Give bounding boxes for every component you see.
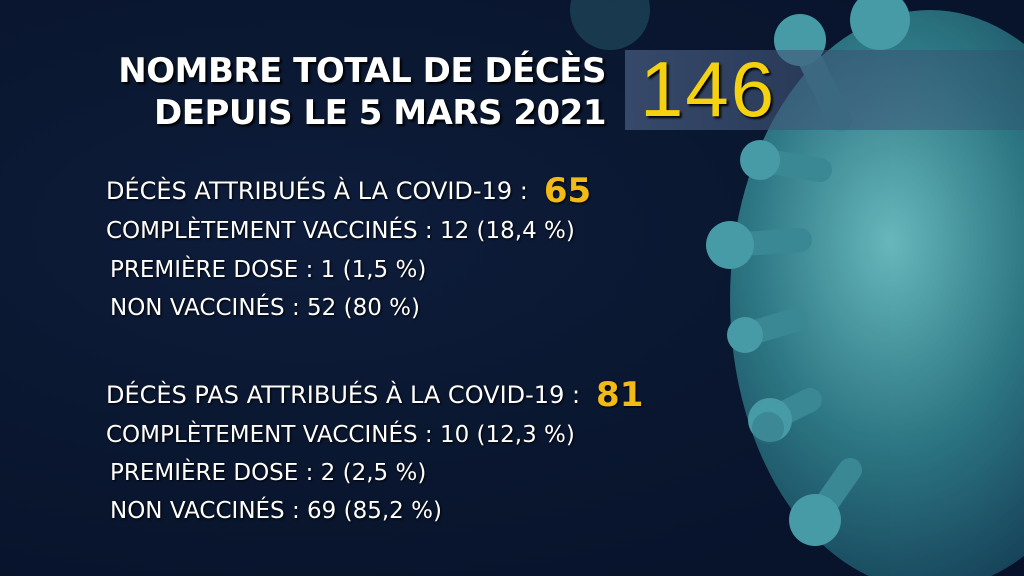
non-covid-first-dose: PREMIÈRE DOSE : 2 (2,5 %)	[110, 460, 427, 486]
non-covid-deaths-heading: DÉCÈS PAS ATTRIBUÉS À LA COVID-19 : 81	[106, 378, 643, 412]
non-covid-deaths-label: DÉCÈS PAS ATTRIBUÉS À LA COVID-19 :	[106, 381, 581, 409]
non-covid-fully-vaccinated: COMPLÈTEMENT VACCINÉS : 10 (12,3 %)	[106, 422, 575, 448]
total-deaths-value: 146	[640, 45, 777, 133]
covid-deaths-heading: DÉCÈS ATTRIBUÉS À LA COVID-19 : 65	[106, 174, 591, 208]
covid-deaths-value: 65	[543, 171, 592, 211]
total-highlight-band	[625, 50, 1024, 130]
title-line-2: DEPUIS LE 5 MARS 2021	[154, 93, 606, 133]
title-line-1: NOMBRE TOTAL DE DÉCÈS	[118, 51, 606, 91]
covid-fully-vaccinated: COMPLÈTEMENT VACCINÉS : 12 (18,4 %)	[106, 218, 575, 244]
covid-deaths-label: DÉCÈS ATTRIBUÉS À LA COVID-19 :	[106, 177, 528, 205]
page-title: NOMBRE TOTAL DE DÉCÈS DEPUIS LE 5 MARS 2…	[118, 50, 606, 134]
covid-unvaccinated: NON VACCINÉS : 52 (80 %)	[110, 295, 420, 321]
covid-first-dose: PREMIÈRE DOSE : 1 (1,5 %)	[110, 257, 427, 283]
non-covid-deaths-value: 81	[596, 375, 644, 415]
non-covid-unvaccinated: NON VACCINÉS : 69 (85,2 %)	[110, 498, 442, 524]
